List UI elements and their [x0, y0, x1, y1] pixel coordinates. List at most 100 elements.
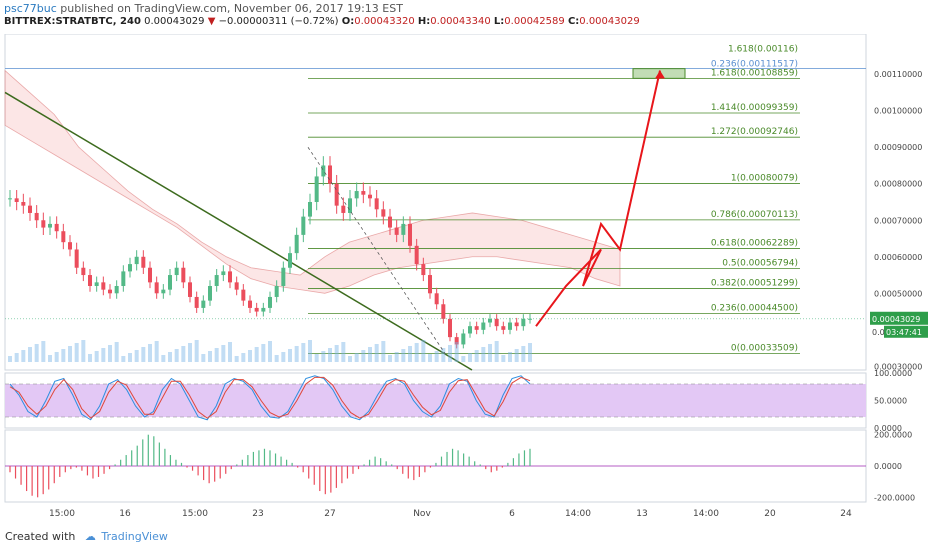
time-tick-label: 23 — [252, 509, 263, 519]
price-frame — [4, 33, 867, 371]
candle-body — [348, 198, 352, 213]
cloud-area — [4, 69, 621, 294]
volume-bar — [88, 354, 92, 362]
volume-bar — [341, 342, 346, 362]
candle-body — [368, 194, 372, 199]
volume-bar — [134, 350, 139, 362]
fib-label: 1.618(0.00108859) — [711, 68, 798, 78]
candle-body — [454, 337, 459, 345]
last-price: 0.00043029 — [144, 16, 205, 27]
last-price-badge-text: 0.00043029 — [872, 315, 920, 324]
candle-body — [201, 300, 206, 308]
chart-header: psc77buc published on TradingView.com, N… — [0, 0, 932, 34]
candle-body — [94, 282, 99, 286]
price-change: −0.00000311 (−0.72%) — [218, 16, 339, 27]
volume-bar — [461, 356, 466, 362]
footer: Created with ☁ TradingView — [0, 524, 932, 550]
fib-label: 0.382(0.00051299) — [711, 279, 798, 289]
candle-body — [308, 202, 312, 217]
created-with: Created with ☁ TradingView — [5, 530, 168, 543]
candle-body — [341, 205, 346, 213]
time-axis: 15:00 16 15:00 23 27 Nov 6 14:00 13 14:00 20 24 — [49, 509, 852, 519]
volume-bar — [101, 348, 106, 362]
volume-bar — [474, 350, 479, 362]
volume-bar — [161, 355, 166, 362]
candle-body — [401, 223, 406, 235]
chart-svg[interactable]: 0.00110000 0.00100000 0.00090000 0.00080000… — [0, 33, 932, 524]
candle-body — [381, 209, 386, 217]
symbol-label[interactable]: BITTREX:STRATBTC, 240 — [4, 16, 141, 27]
candle-body — [521, 318, 526, 327]
candle-body — [234, 282, 239, 290]
time-tick-label: Nov — [413, 509, 431, 519]
candle-body — [41, 220, 46, 228]
volume-bar — [81, 340, 86, 362]
volume-bar — [154, 341, 159, 362]
volume-bar — [421, 340, 426, 362]
chart-area[interactable]: 0.00110000 0.00100000 0.00090000 0.00080000… — [0, 33, 932, 524]
author-link[interactable]: psc77buc — [4, 2, 57, 15]
price-tick-label: 0.00060000 — [874, 253, 922, 262]
top-fib-label: 1.618(0.00116) — [728, 44, 798, 54]
low-label: L: — [493, 16, 505, 27]
volume-bar — [14, 353, 19, 362]
candle-body — [361, 191, 366, 195]
arrow-head — [655, 70, 665, 79]
volume-bar — [408, 346, 412, 362]
high-label: H: — [417, 16, 431, 27]
osc-tick-label: 200.0000 — [874, 431, 912, 440]
time-tick-label: 15:00 — [182, 509, 208, 519]
candle-body — [421, 264, 426, 276]
volume-bar — [401, 349, 406, 362]
tradingview-link[interactable]: TradingView — [101, 530, 168, 543]
candle-body — [21, 202, 26, 206]
candle-body — [321, 165, 326, 177]
volume-bar — [328, 348, 332, 362]
volume-bar — [274, 355, 279, 362]
low-value: 0.00042589 — [504, 16, 565, 27]
candle-body — [268, 296, 272, 308]
candle-body — [194, 296, 199, 308]
volume-bar — [128, 353, 132, 362]
fib-label: 0(0.00033509) — [731, 344, 798, 354]
candle-body — [188, 282, 192, 297]
high-value: 0.00043340 — [430, 16, 491, 27]
candle-body — [294, 234, 299, 254]
candle-body — [154, 282, 159, 294]
volume-bar — [354, 353, 359, 362]
candle-body — [181, 267, 186, 283]
volume-bar — [301, 343, 306, 362]
volume-bar — [334, 345, 339, 362]
candle-body — [494, 318, 499, 327]
volume-bar — [428, 354, 432, 362]
candle-body — [408, 223, 412, 246]
close-value: 0.00043029 — [579, 16, 640, 27]
volume-bar — [501, 355, 506, 362]
volume-bar — [388, 355, 392, 362]
volume-bar — [108, 345, 112, 362]
stoch-tick-label: 0.0000 — [874, 424, 902, 433]
volume-bar — [21, 350, 26, 362]
candle-body — [301, 216, 306, 235]
volume-bar — [121, 356, 126, 362]
time-tick-label: 16 — [119, 509, 131, 519]
candle-body — [8, 198, 12, 200]
volume-bar — [41, 341, 46, 362]
candle-body — [388, 216, 392, 228]
price-tick-label: 0.00030000 — [874, 362, 922, 371]
tradingview-logo-icon[interactable]: ☁ — [84, 530, 96, 543]
volume-bar — [8, 356, 12, 362]
volume-bar — [494, 341, 499, 362]
candle-body — [14, 198, 19, 202]
candle-body — [68, 242, 72, 250]
candle-body — [468, 326, 472, 334]
volume-bar — [94, 351, 99, 362]
volume-bar — [448, 345, 452, 362]
time-tick-label: 6 — [509, 509, 515, 519]
stochastic-panel: 100.0000 50.0000 0.0000 — [4, 369, 912, 433]
volume-bar — [468, 353, 472, 362]
fib-label: 0.618(0.00062289) — [711, 238, 798, 248]
volume-bar — [28, 347, 32, 362]
time-tick-label: 13 — [636, 509, 647, 519]
publish-line: psc77buc published on TradingView.com, N… — [4, 2, 403, 15]
